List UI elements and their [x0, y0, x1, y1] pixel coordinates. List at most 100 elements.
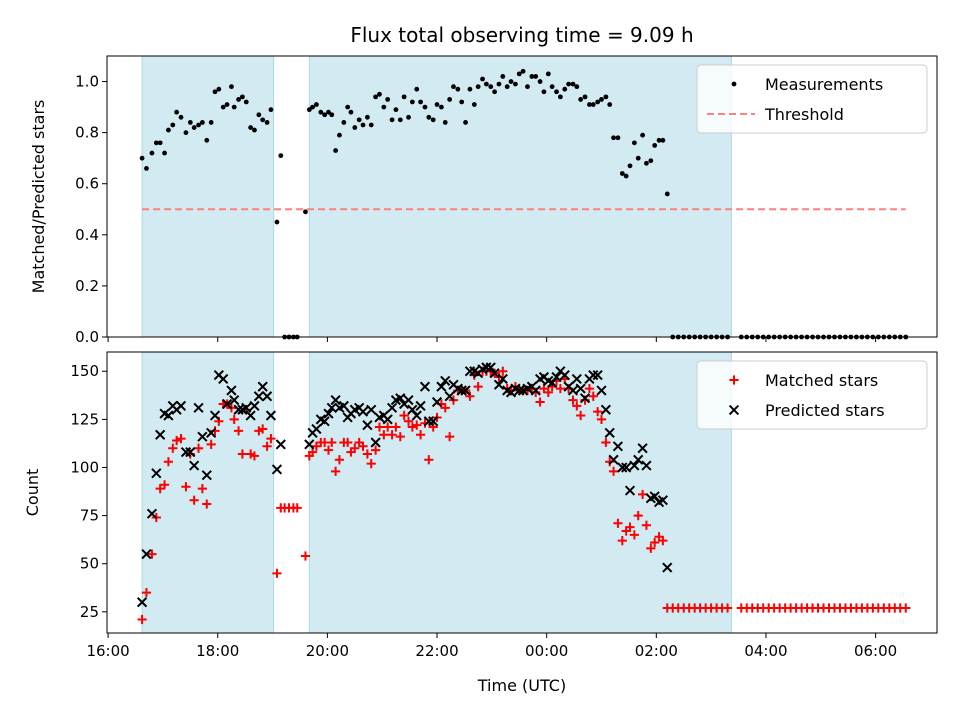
data-point — [231, 104, 237, 110]
data-point — [447, 97, 453, 102]
data-point — [572, 401, 582, 411]
legend-label: Predicted stars — [765, 401, 885, 420]
data-point — [464, 366, 476, 377]
data-point — [445, 432, 455, 442]
x-tick-label: 18:00 — [196, 642, 239, 660]
data-point — [191, 125, 197, 130]
data-point — [174, 109, 180, 115]
data-point — [196, 122, 201, 128]
data-point — [500, 74, 506, 79]
legend-swatch — [728, 404, 740, 416]
series-predicted-stars — [136, 362, 673, 608]
chart-title: Flux total observing time = 9.09 h — [350, 23, 693, 47]
data-point — [418, 99, 423, 105]
axes-frame — [106, 55, 938, 338]
data-point — [141, 548, 152, 560]
data-point — [319, 416, 330, 427]
y-tick-label: 0.8 — [75, 124, 99, 142]
data-point — [358, 441, 368, 451]
data-point — [625, 522, 635, 532]
data-point — [570, 81, 576, 87]
data-point — [658, 536, 668, 546]
x-tick-label: 00:00 — [525, 642, 568, 660]
data-point — [434, 102, 440, 107]
data-point — [170, 122, 176, 128]
data-point — [333, 148, 339, 153]
data-point — [362, 449, 373, 459]
data-point — [348, 109, 354, 115]
data-point — [183, 130, 189, 136]
data-point — [430, 117, 436, 123]
legend-swatch — [731, 81, 737, 87]
legend-box — [696, 64, 928, 134]
data-point — [608, 454, 619, 465]
data-point — [272, 568, 282, 578]
data-point — [393, 107, 399, 113]
data-point — [202, 499, 212, 509]
data-point — [189, 460, 200, 471]
data-point — [579, 393, 591, 404]
data-point — [322, 112, 328, 118]
data-point — [593, 407, 603, 417]
data-point — [374, 422, 385, 432]
data-point — [149, 150, 155, 156]
data-point — [197, 484, 207, 494]
data-point — [300, 551, 311, 561]
data-point — [331, 466, 341, 476]
data-point — [208, 120, 214, 125]
data-point — [584, 383, 595, 394]
observing-span — [308, 351, 732, 634]
data-point — [575, 383, 586, 394]
y-tick-label: 1.0 — [75, 73, 99, 91]
data-point — [576, 410, 586, 421]
data-point — [615, 135, 621, 141]
data-point — [357, 406, 369, 417]
data-point — [137, 614, 147, 625]
data-point — [151, 468, 162, 479]
data-point — [657, 495, 668, 506]
data-point — [147, 549, 157, 559]
data-point — [341, 120, 347, 125]
data-point — [262, 441, 272, 451]
data-point — [329, 112, 335, 118]
data-point — [253, 391, 264, 402]
x-tick-label: 22:00 — [415, 642, 458, 660]
data-point — [327, 437, 337, 448]
data-point — [485, 362, 496, 373]
y-axis-label: Matched/Predicted stars — [29, 100, 48, 294]
data-point — [648, 158, 654, 164]
y-tick-label: 0.2 — [75, 277, 99, 295]
data-point — [377, 91, 382, 97]
data-point — [187, 120, 193, 125]
data-point — [248, 125, 254, 130]
data-point — [660, 137, 666, 143]
data-point — [646, 543, 656, 553]
x-tick-label: 06:00 — [854, 642, 897, 660]
data-point — [603, 94, 609, 100]
data-point — [362, 420, 373, 431]
data-point — [395, 432, 405, 442]
data-point — [395, 393, 406, 404]
data-point — [243, 99, 249, 105]
data-point — [513, 81, 518, 87]
data-point — [257, 381, 268, 392]
data-point — [311, 423, 322, 435]
series-measurements — [139, 68, 909, 340]
data-point — [153, 140, 159, 146]
data-point — [492, 89, 497, 95]
data-point — [641, 520, 652, 530]
data-point — [545, 71, 551, 77]
data-point — [381, 104, 387, 110]
data-point — [650, 537, 660, 548]
data-point — [475, 84, 481, 90]
data-point — [533, 74, 539, 79]
data-point — [562, 86, 568, 92]
data-point — [326, 109, 331, 115]
data-point — [549, 84, 555, 90]
data-point — [371, 445, 381, 455]
data-point — [621, 462, 632, 473]
data-point — [409, 99, 415, 105]
data-point — [623, 173, 629, 179]
data-point — [189, 495, 199, 505]
data-point — [185, 446, 196, 458]
